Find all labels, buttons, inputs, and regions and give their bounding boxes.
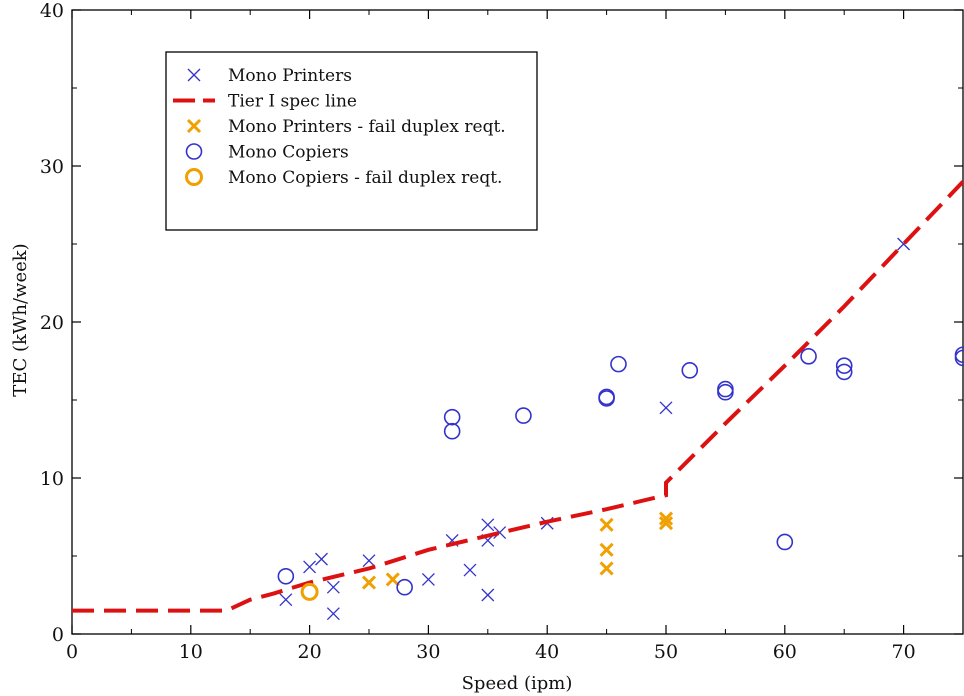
data-point-stroke-b [362, 554, 376, 568]
data-point [326, 607, 340, 621]
data-point [463, 563, 477, 577]
data-point [610, 355, 627, 373]
data-point [599, 517, 614, 532]
data-point-stroke-b [481, 518, 495, 532]
x-tick-label: 30 [416, 641, 440, 663]
legend-swatch-stroke-b [186, 118, 202, 134]
data-point [659, 401, 673, 415]
legend-swatch [185, 143, 203, 160]
legend-entry: Mono Copiers [185, 143, 349, 163]
series-1 [72, 180, 964, 613]
x-tick-label: 50 [654, 641, 678, 663]
data-point-stroke-b [659, 401, 673, 415]
data-point [396, 578, 413, 596]
legend-entry: Tier I spec line [173, 92, 357, 112]
legend-label: Mono Printers [228, 66, 352, 86]
x-tick-label: 10 [179, 641, 203, 663]
data-point [362, 554, 376, 568]
data-point [315, 552, 328, 566]
data-point [954, 349, 964, 367]
x-tick-label: 60 [773, 641, 797, 663]
data-point [361, 575, 377, 590]
x-tick-label: 70 [892, 641, 916, 663]
data-layer [72, 180, 964, 621]
series-2 [361, 511, 674, 590]
data-point [421, 572, 435, 586]
data-point-stroke-b [463, 563, 477, 577]
data-point-stroke-b [599, 561, 614, 576]
data-point-stroke-b [481, 588, 495, 602]
legend-swatch [186, 118, 202, 134]
series-0 [279, 237, 911, 621]
data-point [385, 572, 400, 587]
legend-swatch [187, 68, 201, 82]
plot-area [71, 9, 964, 635]
data-point-stroke-b [326, 607, 340, 621]
legend-entry: Mono Copiers - fail duplex reqt. [185, 168, 502, 188]
legend-swatch-stroke-b [187, 68, 201, 82]
data-point [515, 407, 532, 424]
legend-label: Mono Copiers - fail duplex reqt. [228, 168, 502, 188]
data-point [443, 408, 461, 426]
legend-label: Mono Copiers [228, 143, 349, 163]
data-point [681, 362, 699, 379]
axis-ticks: 0 10 20 30 40 50 60 70 0 10 20 30 40 [40, 0, 964, 663]
legend-label: Mono Printers - fail duplex reqt. [228, 117, 506, 137]
data-point [300, 582, 319, 601]
data-point-stroke-b [493, 526, 507, 540]
data-point [326, 580, 340, 594]
legend: Mono Printers Tier I spec line Mono Printe… [165, 51, 538, 231]
data-point-stroke-b [599, 517, 614, 532]
y-tick-label: 10 [40, 468, 64, 490]
data-point [493, 526, 507, 540]
y-tick-label: 40 [40, 0, 64, 22]
series-4 [300, 582, 319, 601]
data-point [835, 363, 853, 381]
data-point [598, 390, 615, 407]
data-point [303, 560, 317, 574]
data-point-stroke-b [326, 580, 340, 594]
data-point [658, 516, 674, 531]
x-axis-label: Speed (ipm) [462, 673, 573, 694]
x-tick-label: 40 [535, 641, 559, 663]
legend-entry: Mono Printers - fail duplex reqt. [186, 117, 506, 137]
data-point [717, 380, 734, 398]
legend-swatch [185, 168, 203, 186]
data-point-stroke-b [385, 572, 400, 587]
data-point [658, 511, 674, 526]
y-axis-label: TEC (kWh/week) [10, 243, 31, 396]
data-point-stroke-b [279, 593, 293, 607]
data-point [279, 593, 293, 607]
data-point [481, 588, 495, 602]
data-point-stroke-b [658, 516, 674, 531]
data-point-stroke-b [599, 542, 614, 557]
data-point [599, 561, 614, 576]
y-tick-label: 30 [40, 156, 64, 178]
data-point-stroke-b [361, 575, 377, 590]
y-tick-label: 0 [52, 624, 64, 646]
y-tick-label: 20 [40, 312, 64, 334]
data-point [800, 348, 817, 365]
data-point-stroke-b [315, 552, 328, 566]
data-point-stroke-b [303, 560, 317, 574]
data-point-stroke-b [658, 511, 674, 526]
data-point [835, 357, 853, 374]
data-point [443, 422, 461, 440]
data-point [481, 518, 495, 532]
data-point-stroke-b [421, 572, 435, 586]
x-tick-label: 20 [298, 641, 322, 663]
series-3 [277, 346, 964, 596]
spec-line [72, 180, 964, 613]
legend-box [165, 51, 538, 231]
data-point [717, 383, 734, 401]
legend-label: Tier I spec line [228, 92, 357, 112]
x-tick-label: 0 [66, 641, 78, 663]
data-point [599, 542, 614, 557]
data-point [277, 567, 295, 585]
data-point [776, 533, 794, 551]
legend-entry: Mono Printers [187, 66, 352, 86]
